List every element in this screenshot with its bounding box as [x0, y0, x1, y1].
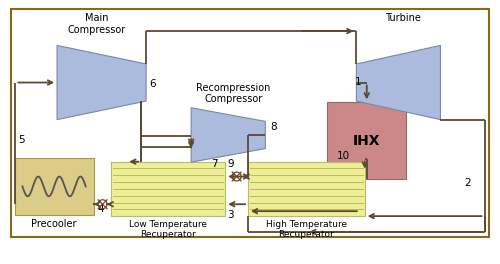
Polygon shape [57, 45, 146, 120]
Text: 6: 6 [149, 79, 156, 89]
Text: 10: 10 [337, 151, 350, 161]
Polygon shape [191, 108, 266, 162]
Bar [14, 158, 94, 215]
Text: Recompression
Compressor: Recompression Compressor [196, 83, 270, 104]
Text: IHX: IHX [353, 134, 380, 148]
Text: 4: 4 [98, 204, 104, 214]
Bar [327, 102, 406, 180]
Bar [248, 162, 365, 216]
Text: Main
Compressor: Main Compressor [68, 13, 126, 35]
Text: Low Temperature
Recuperator: Low Temperature Recuperator [130, 220, 208, 239]
Bar [10, 9, 490, 237]
Text: 3: 3 [227, 210, 234, 220]
Text: 1: 1 [355, 78, 362, 87]
Text: 5: 5 [18, 135, 25, 145]
Text: Precooler: Precooler [32, 219, 77, 229]
Text: 7: 7 [212, 159, 218, 169]
Text: 2: 2 [464, 178, 471, 188]
Text: 8: 8 [270, 122, 277, 132]
Text: High Temperature
Recuperator: High Temperature Recuperator [266, 220, 347, 239]
Text: Turbine: Turbine [386, 13, 422, 23]
Text: 9: 9 [227, 159, 234, 169]
Polygon shape [356, 45, 440, 120]
Bar [112, 162, 226, 216]
